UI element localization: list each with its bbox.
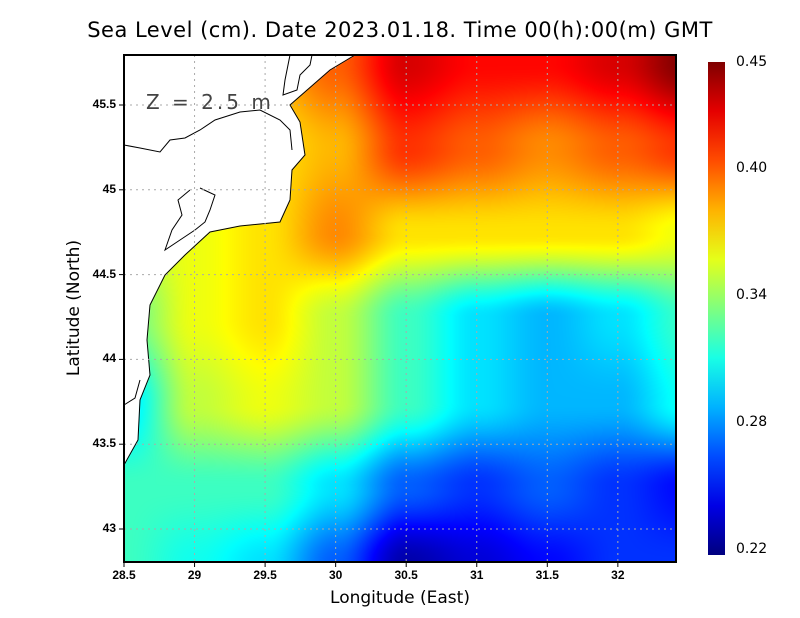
x-tick-label: 29 [187, 568, 202, 582]
x-tick-label: 29.5 [253, 568, 277, 582]
y-tick-label: 43.5 [92, 436, 116, 451]
x-tick-label: 32 [611, 568, 625, 582]
y-tick-label: 45 [102, 181, 116, 196]
y-tick-label: 44 [102, 351, 116, 366]
y-tick-label: 44.5 [92, 266, 116, 281]
colorbar-label: 0.22 [736, 541, 768, 557]
coastline-lagoon [123, 109, 293, 153]
coastline [123, 54, 356, 466]
y-tick-label: 45.5 [92, 97, 116, 111]
x-tick-label: 28.5 [112, 568, 136, 582]
plot-frame [123, 54, 677, 563]
coastline-bay [123, 379, 141, 406]
coastline-lake [164, 187, 216, 252]
colorbar-label: 0.40 [736, 159, 768, 176]
depth-annotation: Z = 2.5 m [146, 90, 274, 114]
y-axis-label: Latitude (North) [64, 239, 84, 377]
coastline-river [282, 54, 313, 96]
x-tick-label: 31 [470, 568, 484, 582]
colorbar [708, 62, 725, 555]
chart-title: Sea Level (cm). Date 2023.01.18. Time 00… [87, 18, 713, 42]
x-tick-label: 30.5 [394, 568, 418, 582]
x-tick-label: 30 [328, 568, 343, 582]
y-tick-label: 43 [102, 521, 116, 535]
x-axis-label: Longitude (East) [330, 588, 470, 608]
x-tick-label: 31.5 [535, 568, 559, 582]
colorbar-label: 0.34 [736, 286, 768, 303]
colorbar-label: 0.28 [736, 413, 768, 430]
colorbar-label: 0.45 [736, 54, 768, 70]
